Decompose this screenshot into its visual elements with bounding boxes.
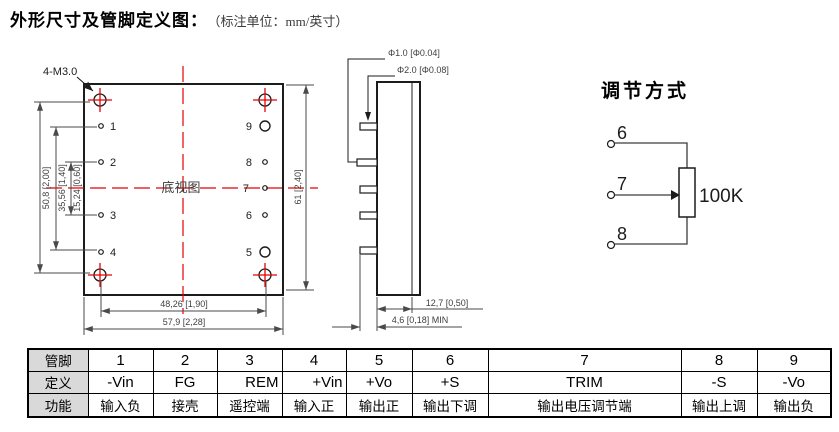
resistor-value-label: 100K bbox=[699, 186, 744, 207]
bottom-dimension-lines bbox=[83, 282, 284, 335]
pin-function-cell: 输出上调 bbox=[680, 392, 758, 418]
dim-body-height: 61 [2,40] bbox=[293, 169, 303, 204]
mounting-leader-line bbox=[76, 76, 94, 92]
dim-hole-span-v: 50,8 [2,00] bbox=[41, 167, 51, 210]
dim-hole-span-h: 48,26 [1,90] bbox=[160, 299, 208, 309]
right-dimension-lines bbox=[286, 84, 314, 291]
pin-definition-cell: TRIM bbox=[487, 370, 682, 394]
pin-function-cell: 输入正 bbox=[281, 392, 347, 418]
pin-label-5: 5 bbox=[246, 247, 252, 259]
pin-number-cell: 2 bbox=[152, 348, 218, 372]
pin-definition-cell: -Vo bbox=[756, 370, 832, 394]
bottom-view-label: 底视图 bbox=[161, 180, 200, 195]
row-header-function: 功能 bbox=[27, 392, 89, 418]
pin-label-6: 6 bbox=[246, 210, 252, 222]
mounting-hole bbox=[88, 88, 112, 112]
pin-definition-cell: -S bbox=[680, 370, 758, 394]
pin-definition-cell: +Vo bbox=[345, 370, 413, 394]
pin-number-cell: 9 bbox=[756, 348, 832, 372]
dim-pin-span-v: 35,56 [1,40] bbox=[57, 164, 67, 212]
row-header-pin: 管脚 bbox=[27, 348, 89, 372]
pin-number-cell: 4 bbox=[281, 348, 347, 372]
pin-function-cell: 输入负 bbox=[87, 392, 154, 418]
dim-body-width: 57,9 [2,28] bbox=[163, 317, 206, 327]
potentiometer-body bbox=[678, 167, 696, 218]
adjustment-heading: 调节方式 bbox=[601, 81, 690, 102]
title-unit-note: （标注单位：mm/英寸） bbox=[214, 14, 349, 29]
side-view-drawing: Φ1.0 [Φ0.04] Φ2.0 [Φ0.08] 12,7 [0,50] 4,… bbox=[332, 48, 483, 331]
pin-definition-cell: FG bbox=[152, 370, 218, 394]
left-pin-holes bbox=[98, 123, 104, 255]
table-row-definitions: 定义 -Vin FG REM +Vin +Vo +S TRIM -S -Vo bbox=[27, 370, 832, 394]
terminal-label-8: 8 bbox=[617, 224, 627, 244]
pin-function-cell: 输出电压调节端 bbox=[487, 392, 682, 418]
dim-depth: 12,7 [0,50] bbox=[426, 298, 469, 308]
pin-label-1: 1 bbox=[110, 121, 116, 133]
dim-pin-inner-v: 15,24 [0,60] bbox=[72, 164, 82, 212]
pin-number-cell: 8 bbox=[680, 348, 758, 372]
pin-label-4: 4 bbox=[110, 247, 116, 259]
pin-function-cell: 输出下调 bbox=[411, 392, 489, 418]
adjustment-schematic: 6 7 8 100K bbox=[606, 123, 744, 250]
diameter-leader-lines bbox=[347, 58, 395, 163]
pin-number-cell: 6 bbox=[411, 348, 489, 372]
pin-number-cell: 3 bbox=[216, 348, 283, 372]
side-dimension-lines bbox=[332, 255, 483, 331]
pin-number-cell: 1 bbox=[87, 348, 154, 372]
diameter-leader-arrow bbox=[365, 112, 371, 121]
side-pin-tabs bbox=[356, 122, 378, 255]
table-row-functions: 功能 输入负 接壳 遥控端 输入正 输出正 输出下调 输出电压调节端 输出上调 … bbox=[27, 392, 832, 418]
page-title-text: 外形尺寸及管脚定义图： bbox=[10, 11, 208, 30]
pin-definition-cell: +S bbox=[411, 370, 489, 394]
wiper-arrow bbox=[671, 190, 680, 200]
pin-label-9: 9 bbox=[246, 121, 252, 133]
pin-function-cell: 接壳 bbox=[152, 392, 218, 418]
dim-pin-dia-large: Φ2.0 [Φ0.08] bbox=[397, 65, 449, 75]
page-title: 外形尺寸及管脚定义图： （标注单位：mm/英寸） bbox=[10, 6, 348, 31]
dim-pin-dia-small: Φ1.0 [Φ0.04] bbox=[388, 48, 440, 58]
row-header-definition: 定义 bbox=[27, 370, 89, 394]
mounting-hole bbox=[253, 263, 277, 287]
pin-function-cell: 输出负 bbox=[756, 392, 832, 418]
mounting-hole bbox=[88, 263, 112, 287]
technical-drawing: 4-M3.0 1 2 3 4 9 8 7 6 5 底视图 bbox=[34, 48, 744, 335]
bottom-view-drawing: 4-M3.0 1 2 3 4 9 8 7 6 5 底视图 bbox=[34, 66, 318, 335]
right-pin-holes bbox=[259, 120, 271, 258]
left-dimension-lines bbox=[34, 101, 97, 274]
pin-definition-cell: -Vin bbox=[87, 370, 154, 394]
side-body-outline bbox=[376, 81, 421, 296]
pin-function-cell: 输出正 bbox=[345, 392, 413, 418]
pin-definition-cell: REM bbox=[216, 370, 283, 394]
pin-label-2: 2 bbox=[110, 157, 116, 169]
pin-number-cell: 5 bbox=[345, 348, 413, 372]
terminal-circles bbox=[606, 139, 616, 250]
pin-label-7: 7 bbox=[243, 183, 249, 195]
pin-function-cell: 遥控端 bbox=[216, 392, 283, 418]
pin-label-8: 8 bbox=[246, 157, 252, 169]
pin-definition-cell: +Vin bbox=[281, 370, 347, 394]
terminal-label-7: 7 bbox=[617, 174, 627, 194]
schematic-wires bbox=[615, 142, 688, 245]
pin-number-cell: 7 bbox=[487, 348, 682, 372]
pin-definition-table: 管脚 1 2 3 4 5 6 7 8 9 定义 -Vin FG REM +Vin… bbox=[27, 348, 832, 418]
mounting-hole-label: 4-M3.0 bbox=[43, 66, 77, 78]
mounting-hole bbox=[253, 88, 277, 112]
dim-pin-length-min: 4,6 [0,18] MIN bbox=[392, 315, 449, 325]
pin-label-3: 3 bbox=[110, 210, 116, 222]
table-row-pin-numbers: 管脚 1 2 3 4 5 6 7 8 9 bbox=[27, 348, 832, 372]
terminal-label-6: 6 bbox=[617, 123, 627, 143]
